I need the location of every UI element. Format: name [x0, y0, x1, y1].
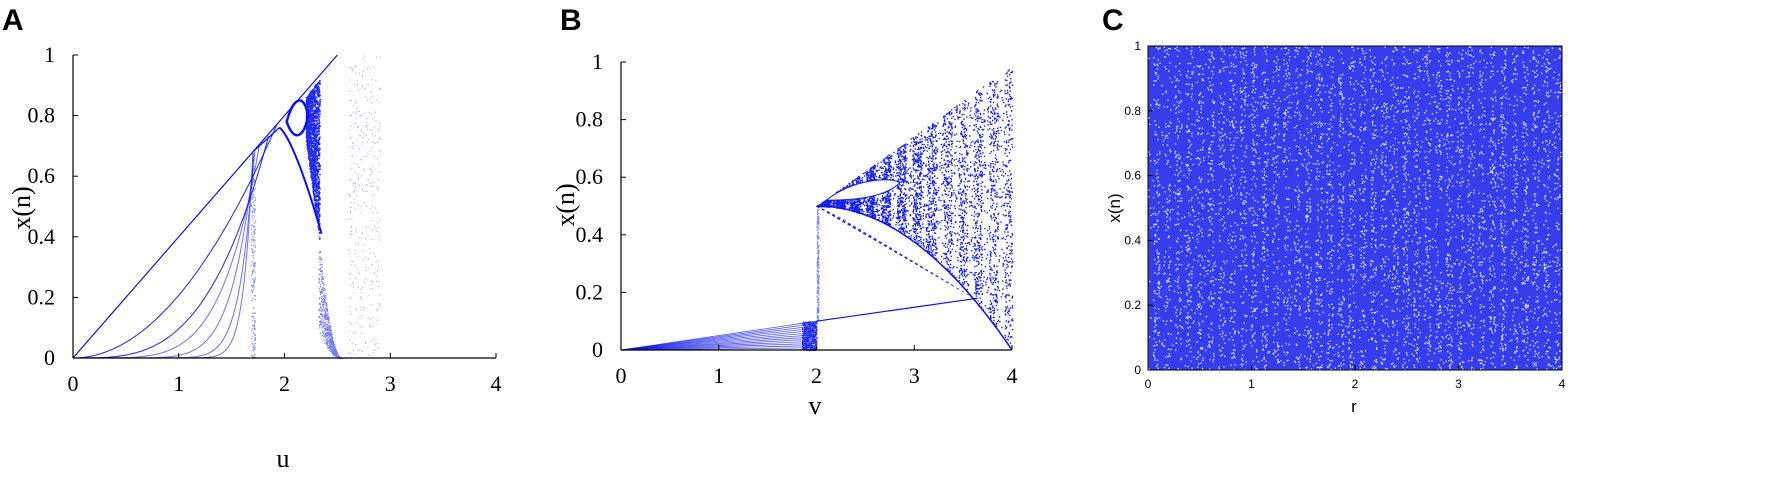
- tail-dots-a: [318, 235, 343, 360]
- c-x-tick-label: 0: [1145, 377, 1152, 391]
- power-curve: [73, 135, 270, 359]
- mid-fan-line: [816, 205, 877, 240]
- x-axis-label-a: u: [277, 444, 290, 473]
- panel-a: A 0 1 2 3 4 0 0.2 0.4 0.6 0.8 1 u x(n): [2, 4, 502, 473]
- y-axis-label-a: x(n): [7, 186, 36, 229]
- a-y-tick-label: 0.8: [28, 103, 56, 128]
- chaotic-triangle-b: [816, 69, 1014, 344]
- a-x-tick-label: 4: [491, 371, 502, 396]
- c-y-tick-label: 0: [1134, 363, 1141, 377]
- jump-dots-b: [816, 206, 820, 323]
- panel-c: C 0 1 2 3 4 0 0.2 0.4 0.6 0.8 1 r x(n): [1102, 4, 1566, 416]
- c-x-tick-label: 2: [1352, 377, 1359, 391]
- c-x-tick-label: 1: [1248, 377, 1255, 391]
- bubble: [285, 99, 310, 137]
- panel-letter-c: C: [1102, 4, 1124, 37]
- c-y-tick-label: 0.8: [1124, 104, 1141, 118]
- sparse-dots-a: [348, 55, 381, 360]
- lower-branch: [278, 126, 323, 235]
- upper-low-line: [816, 297, 978, 322]
- c-y-tick-label: 0.2: [1124, 298, 1141, 312]
- c-y-tick-label: 0.6: [1124, 169, 1141, 183]
- b-x-tick-label: 0: [616, 363, 627, 388]
- plot-b-axes: 0 1 2 3 4 0 0.2 0.4 0.6 0.8 1: [576, 49, 1018, 388]
- low-fan-line: [620, 320, 817, 351]
- a-x-tick-label: 1: [173, 371, 184, 396]
- plot-c-axes: 0 1 2 3 4 0 0.2 0.4 0.6 0.8 1: [1124, 39, 1565, 391]
- b-y-tick-label: 0: [592, 337, 603, 362]
- chaotic-band-a: [305, 80, 321, 240]
- b-y-tick-label: 0.6: [576, 164, 604, 189]
- c-x-tick-label: 4: [1559, 377, 1566, 391]
- b-y-tick-label: 0.2: [576, 279, 604, 304]
- a-x-tick-label: 0: [68, 371, 79, 396]
- x-axis-label-b: v: [809, 391, 822, 420]
- plot-b-points: [620, 69, 1014, 352]
- vertical-dots-a: [250, 153, 257, 359]
- plot-c-points: [1148, 46, 1564, 372]
- y-axis-label-c: x(n): [1105, 193, 1124, 222]
- b-x-tick-label: 2: [811, 363, 822, 388]
- c-y-tick-label: 1: [1134, 39, 1141, 53]
- uniform-fill-c: [1148, 46, 1562, 370]
- b-x-tick-label: 3: [909, 363, 920, 388]
- power-curve: [73, 123, 278, 359]
- c-y-tick-label: 0.4: [1124, 233, 1141, 247]
- panel-letter-a: A: [2, 4, 24, 37]
- a-y-tick-label: 0.4: [28, 224, 56, 249]
- c-x-tick-label: 3: [1455, 377, 1462, 391]
- plot-a-axes: 0 1 2 3 4 0 0.2 0.4 0.6 0.8 1: [28, 42, 502, 396]
- mid-fan-line: [816, 205, 983, 304]
- b-x-tick-label: 4: [1007, 363, 1018, 388]
- low-block-b: [801, 321, 818, 352]
- lobe: [824, 179, 901, 201]
- a-y-tick-label: 1: [44, 42, 55, 67]
- a-x-tick-label: 2: [279, 371, 290, 396]
- b-x-tick-label: 1: [713, 363, 724, 388]
- lower-boundary: [816, 205, 1013, 351]
- panel-b: B 0 1 2 3 4 0 0.2 0.4 0.6 0.8 1 v x(n): [551, 4, 1018, 420]
- plot-a-points: [72, 54, 381, 360]
- a-y-tick-label: 0.6: [28, 163, 56, 188]
- a-y-tick-label: 0.2: [28, 284, 56, 309]
- b-y-tick-label: 0.8: [576, 107, 604, 132]
- branch-curve: [252, 127, 280, 153]
- y-axis-label-b: x(n): [551, 183, 580, 226]
- b-y-tick-label: 1: [592, 49, 603, 74]
- a-y-tick-label: 0: [44, 345, 55, 370]
- b-y-tick-label: 0.4: [576, 222, 604, 247]
- a-x-tick-label: 3: [385, 371, 396, 396]
- x-axis-label-c: r: [1351, 397, 1357, 416]
- panel-letter-b: B: [560, 4, 582, 37]
